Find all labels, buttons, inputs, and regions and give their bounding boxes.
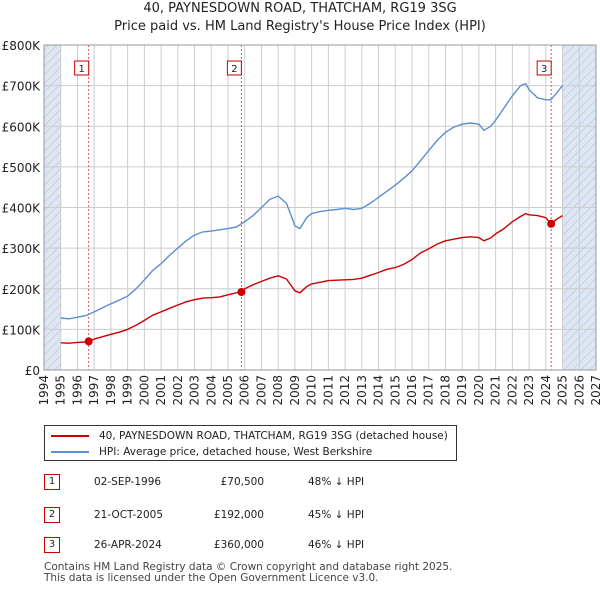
sale-price: £360,000 (213, 539, 264, 551)
series-line-hpi (60, 82, 564, 320)
x-tick-label: 2024 (539, 375, 553, 406)
y-tick-label: £600K (2, 120, 42, 134)
sale-hpi-diff: 48% ↓ HPI (308, 476, 365, 488)
sale-hpi-diff: 45% ↓ HPI (308, 509, 365, 521)
y-tick-label: £500K (2, 161, 42, 175)
sale-row: 3 26-APR-2024 £360,000 46% ↓ HPI (44, 537, 544, 555)
sale-hpi-diff: 46% ↓ HPI (308, 539, 365, 551)
x-tick-label: 2026 (572, 375, 586, 406)
x-tick-label: 2015 (388, 375, 402, 406)
x-tick-label: 2013 (355, 375, 369, 406)
x-tick-label: 2019 (455, 375, 469, 406)
x-tick-label: 2011 (321, 375, 335, 406)
x-tick-label: 2009 (288, 375, 302, 406)
x-tick-label: 2004 (204, 375, 218, 406)
y-tick-label: £800K (2, 39, 42, 53)
y-tick-label: £200K (2, 283, 42, 297)
x-tick-label: 2025 (556, 375, 570, 406)
x-tick-label: 2007 (254, 375, 268, 406)
x-tick-label: 2008 (271, 375, 285, 406)
footer-copyright: Contains HM Land Registry data © Crown c… (44, 561, 453, 573)
x-tick-label: 2001 (154, 375, 168, 406)
sale-row: 2 21-OCT-2005 £192,000 45% ↓ HPI (44, 507, 544, 525)
x-tick-label: 2023 (522, 375, 536, 406)
legend-item-hpi: HPI: Average price, detached house, West… (51, 444, 372, 460)
sale-box: 3 (536, 60, 552, 76)
plot-frame (43, 44, 597, 371)
sale-box-frame (536, 60, 552, 76)
chart-title-line2: Price paid vs. HM Land Registry's House … (114, 19, 486, 34)
x-tick-label: 2018 (438, 375, 452, 406)
x-tick-label: 1995 (54, 375, 68, 406)
x-tick-label: 2021 (489, 375, 503, 406)
x-tick-label: 2027 (589, 375, 600, 406)
sale-date: 26-APR-2024 (94, 539, 162, 551)
x-tick-label: 1998 (104, 375, 118, 406)
x-tick-label: 2010 (305, 375, 319, 406)
sale-price: £192,000 (213, 509, 264, 521)
sale-box-label: 1 (78, 64, 84, 75)
sale-row: 1 02-SEP-1996 £70,500 48% ↓ HPI (44, 474, 544, 492)
sale-box-label: 2 (231, 64, 237, 75)
x-tick-label: 2022 (505, 375, 519, 406)
series-line-property (60, 212, 563, 344)
x-tick-label: 1996 (70, 375, 84, 406)
legend-label-hpi: HPI: Average price, detached house, West… (99, 446, 373, 458)
x-tick-label: 2014 (372, 375, 386, 406)
sale-box: 1 (74, 60, 90, 76)
x-tick-label: 1994 (37, 375, 51, 406)
legend-label-property: 40, PAYNESDOWN ROAD, THATCHAM, RG19 3SG … (99, 430, 448, 442)
footer-licence: This data is licensed under the Open Gov… (44, 572, 379, 584)
x-tick-label: 2017 (422, 375, 436, 406)
x-tick-label: 2002 (171, 375, 185, 406)
sale-point (84, 337, 93, 346)
y-tick-label: £300K (2, 242, 42, 256)
legend: 40, PAYNESDOWN ROAD, THATCHAM, RG19 3SG … (44, 425, 457, 461)
sale-point (547, 219, 556, 228)
sale-box-label: 3 (541, 64, 547, 75)
sale-badge: 1 (44, 474, 60, 490)
x-tick-label: 2003 (188, 375, 202, 406)
legend-swatch-hpi (51, 451, 89, 453)
x-tick-label: 2005 (221, 375, 235, 406)
y-tick-label: £100K (2, 323, 42, 337)
legend-item-property: 40, PAYNESDOWN ROAD, THATCHAM, RG19 3SG … (51, 428, 448, 444)
legend-swatch-property (51, 435, 89, 437)
price-chart: 1 2 3 £0 £100K £200K £300K £400K £500K £600K £700… (2, 39, 600, 406)
sale-box: 2 (226, 60, 242, 76)
chart-title-line1: 40, PAYNESDOWN ROAD, THATCHAM, RG19 3SG (143, 1, 457, 16)
sale-point (237, 288, 246, 296)
y-tick-label: £700K (2, 80, 42, 94)
sale-box-frame (226, 60, 242, 76)
x-tick-label: 2006 (238, 375, 252, 406)
sale-badge: 3 (44, 537, 60, 553)
y-tick-label: £400K (2, 202, 42, 216)
sale-price: £70,500 (220, 476, 264, 488)
x-tick-label: 1997 (87, 375, 101, 406)
x-tick-label: 2012 (338, 375, 352, 406)
x-tick-label: 2020 (472, 375, 486, 406)
x-tick-label: 2000 (137, 375, 151, 406)
sale-date: 21-OCT-2005 (94, 509, 163, 521)
x-tick-label: 2016 (405, 375, 419, 406)
sale-date: 02-SEP-1996 (94, 476, 162, 488)
sale-box-frame (74, 60, 90, 76)
sale-badge: 2 (44, 507, 60, 523)
y-tick-label: £0 (25, 364, 40, 378)
x-tick-label: 1999 (121, 375, 135, 406)
